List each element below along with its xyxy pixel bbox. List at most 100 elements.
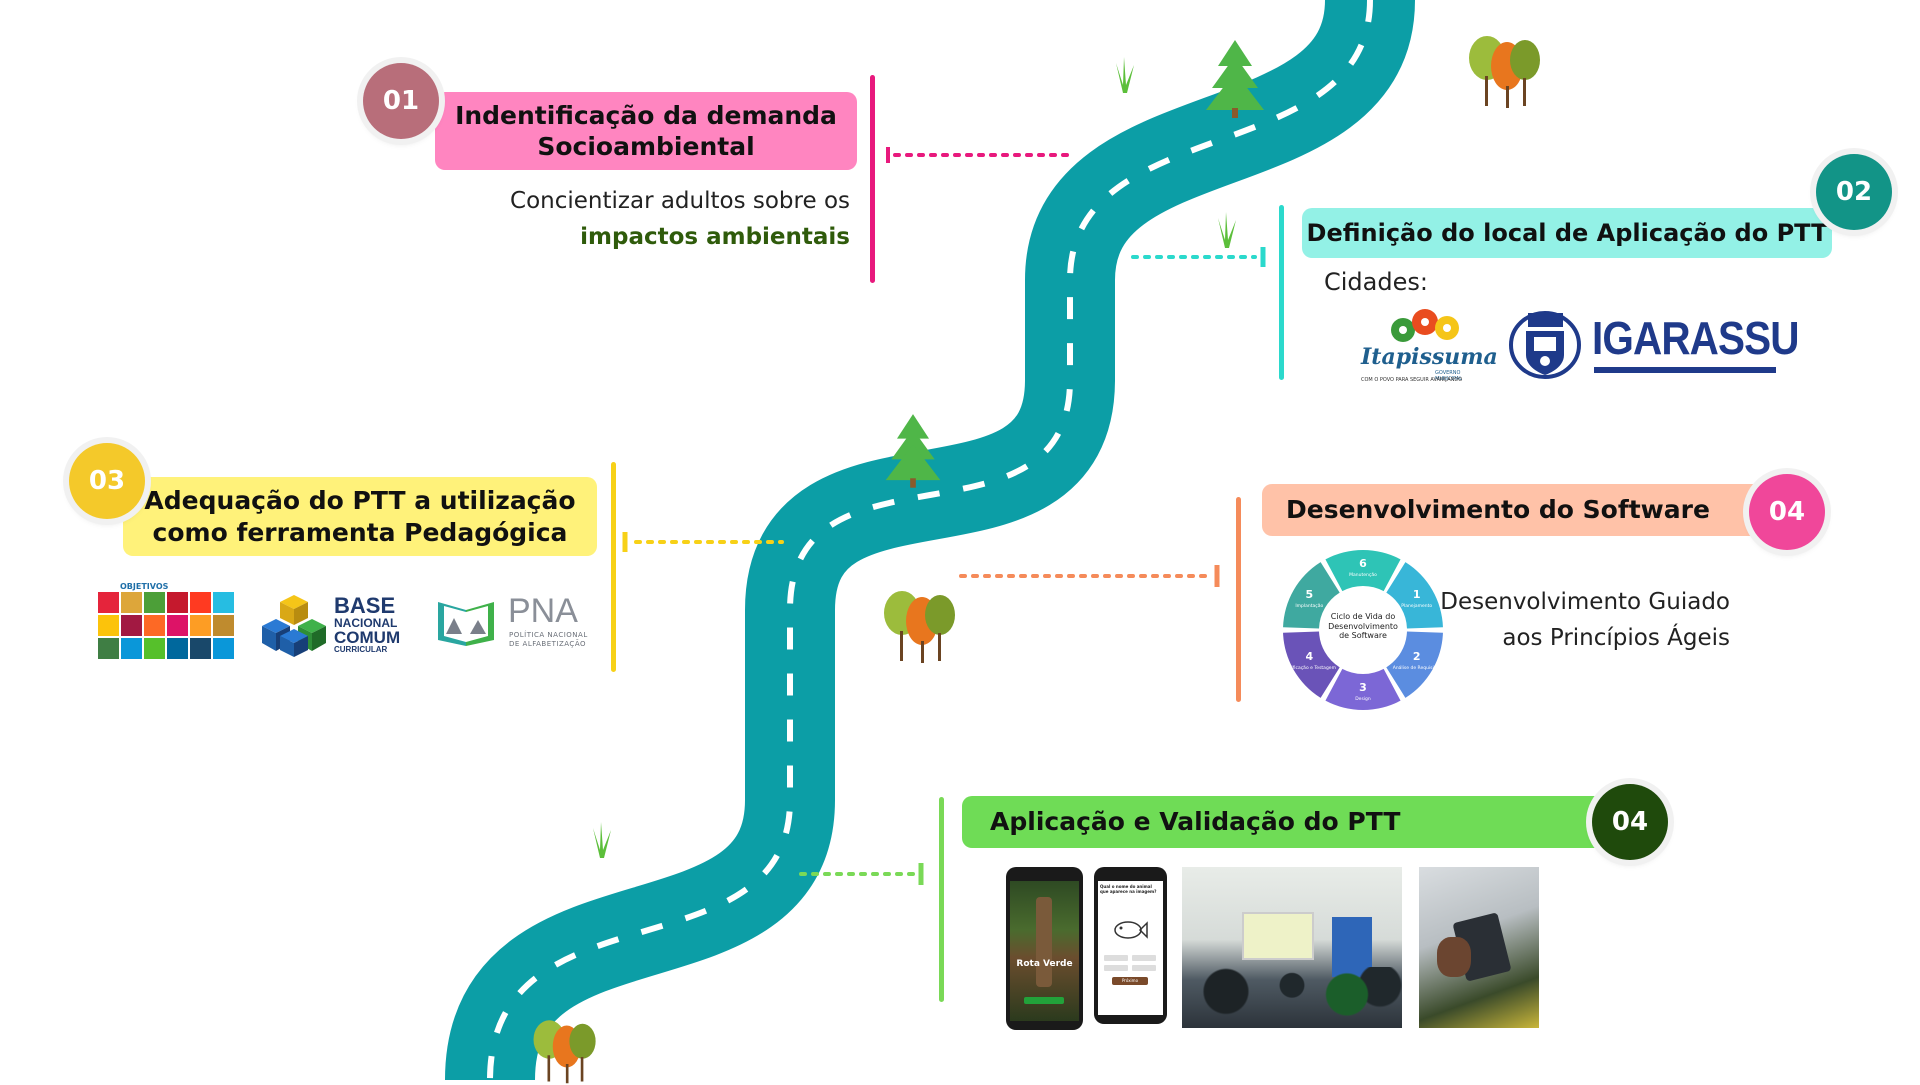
- sdlc-stage-segment: [1325, 668, 1401, 710]
- sdlc-stage-segment: [1283, 562, 1340, 629]
- next-button[interactable]: Próximo: [1112, 977, 1148, 985]
- ods-goal-tile: [213, 638, 234, 659]
- ods-title: OBJETIVOS: [120, 582, 169, 591]
- step4-desc-line1: Desenvolvimento Guiado: [1440, 589, 1730, 615]
- step1-connector: [886, 147, 1077, 163]
- sdlc-stage-number: 3: [1359, 681, 1367, 694]
- bncc-logo: BASE NACIONAL COMUM CURRICULAR: [258, 593, 408, 658]
- sdlc-stage-number: 2: [1413, 650, 1421, 663]
- ods-goals-grid-icon: [98, 592, 234, 659]
- step3-number-badge: 03: [69, 443, 145, 519]
- step4-desc-line2: aos Princípios Ágeis: [1502, 625, 1730, 651]
- step3-title-line1: Adequação do PTT a utilização: [144, 486, 576, 516]
- sdlc-stage-label: Manutenção: [1349, 572, 1377, 578]
- answer-option[interactable]: [1132, 955, 1156, 961]
- deciduous-trees-icon: [884, 591, 955, 663]
- sdlc-stage-number: 5: [1305, 588, 1313, 601]
- step5-number-badge: 04: [1592, 784, 1668, 860]
- step2-title: Definição do local de Aplicação do PTT: [1306, 219, 1828, 247]
- step1-desc-highlight: impactos ambientais: [580, 224, 850, 250]
- sdlc-stage-label: Implantação: [1295, 603, 1323, 609]
- itapissuma-logo: Itapissuma GOVERNO MUNICIPAL COM O POVO …: [1355, 300, 1498, 385]
- igarassu-underline: [1594, 367, 1776, 373]
- itapissuma-tagline: COM O POVO PARA SEGUIR AVANÇANDO: [1361, 377, 1463, 383]
- sdlc-stage-number: 4: [1305, 650, 1313, 663]
- pna-subtitle-line1: POLÍTICA NACIONAL: [509, 631, 588, 639]
- step4-connector: [959, 565, 1220, 587]
- step4-title-box: Desenvolvimento do Software: [1262, 484, 1770, 536]
- bncc-line1: BASE: [334, 593, 396, 618]
- sdlc-stage-label: Planejamento: [1401, 603, 1432, 609]
- step3-vertical-line: [611, 462, 616, 672]
- ods-goal-tile: [121, 592, 142, 613]
- start-button[interactable]: [1024, 997, 1064, 1004]
- sdlc-stage-number: 1: [1413, 588, 1421, 601]
- sdlc-center-label: Ciclo de Vida do Desenvolvimento de Soft…: [1328, 612, 1398, 641]
- step2-vertical-line: [1279, 205, 1284, 380]
- step2-description: Cidades:: [1324, 268, 1428, 296]
- app-screenshot-home: Rota Verde: [1006, 867, 1083, 1030]
- step2-connector: [1131, 247, 1266, 267]
- ods-logo: OBJETIVOS: [98, 582, 236, 660]
- sdlc-stage-segment: [1386, 631, 1443, 698]
- step4-vertical-line: [1236, 497, 1241, 702]
- ods-goal-tile: [98, 615, 119, 636]
- deciduous-trees-icon: [533, 1020, 596, 1084]
- pine-tree-icon: [885, 414, 941, 488]
- ods-goal-tile: [144, 615, 165, 636]
- ods-goal-tile: [190, 615, 211, 636]
- bncc-line2: NACIONAL: [334, 616, 398, 630]
- bncc-line4: CURRICULAR: [334, 645, 388, 654]
- answer-option[interactable]: [1104, 965, 1128, 971]
- ods-goal-tile: [98, 592, 119, 613]
- step5-title-box: Aplicação e Validação do PTT: [962, 796, 1618, 848]
- step4-title: Desenvolvimento do Software: [1286, 495, 1710, 525]
- tree-trunk: [1036, 897, 1052, 987]
- grass-icon: [593, 822, 611, 858]
- grass-icon: [1218, 212, 1236, 248]
- ods-goal-tile: [213, 592, 234, 613]
- ods-goal-tile: [144, 638, 165, 659]
- students: [1182, 967, 1402, 1028]
- projector-screen: [1242, 912, 1314, 960]
- pna-logo: PNA POLÍTICA NACIONAL DE ALFABETIZAÇÃO: [432, 592, 592, 652]
- sdlc-center-circle: [1321, 588, 1405, 672]
- step1-title-line2: Socioambiental: [537, 132, 755, 161]
- step3-connector: [622, 532, 784, 552]
- step5-title: Aplicação e Validação do PTT: [990, 807, 1401, 837]
- app-title: Rota Verde: [1016, 959, 1073, 969]
- sdlc-stage-label: Codificação e Testagem: [1283, 665, 1336, 671]
- bncc-line3: COMUM: [334, 628, 401, 647]
- step2-title-box: Definição do local de Aplicação do PTT: [1302, 208, 1832, 258]
- step1-title-box: Indentificação da demanda Socioambiental: [435, 92, 857, 170]
- app-screenshot-quiz: Qual o nome do animal que aparece na ima…: [1094, 867, 1167, 1024]
- fish-icon: [1114, 921, 1148, 939]
- grass-icon: [1116, 57, 1134, 93]
- step3-title-box: Adequação do PTT a utilização como ferram…: [123, 477, 597, 556]
- sdlc-stage-segment: [1386, 562, 1443, 629]
- sdlc-stage-label: Design: [1355, 696, 1371, 702]
- pna-subtitle-line2: DE ALFABETIZAÇÃO: [509, 640, 586, 648]
- deciduous-trees-icon: [1469, 36, 1540, 108]
- ods-goal-tile: [121, 615, 142, 636]
- step2-number-badge: 02: [1816, 154, 1892, 230]
- sdlc-stage-number: 6: [1359, 557, 1367, 570]
- answer-option[interactable]: [1104, 955, 1128, 961]
- igarassu-name: IGARASSU: [1592, 312, 1800, 364]
- igarassu-coat-of-arms-icon: [1509, 311, 1581, 379]
- pna-name: PNA: [508, 592, 578, 630]
- pine-tree-icon: [1206, 40, 1264, 118]
- sdlc-stage-label: Análise de Requisitos: [1393, 664, 1442, 671]
- step1-vertical-line: [870, 75, 875, 283]
- cubes-icon: [262, 595, 326, 657]
- sdlc-stage-segment: [1325, 550, 1401, 592]
- ods-goal-tile: [144, 592, 165, 613]
- step1-title-line1: Indentificação da demanda: [455, 100, 837, 130]
- itapissuma-name: Itapissuma: [1361, 344, 1498, 370]
- step1-description: Concientizar adultos sobre os impactos a…: [505, 183, 850, 255]
- quiz-question: Qual o nome do animal que aparece na ima…: [1100, 884, 1157, 894]
- answer-option[interactable]: [1132, 965, 1156, 971]
- ods-goal-tile: [167, 592, 188, 613]
